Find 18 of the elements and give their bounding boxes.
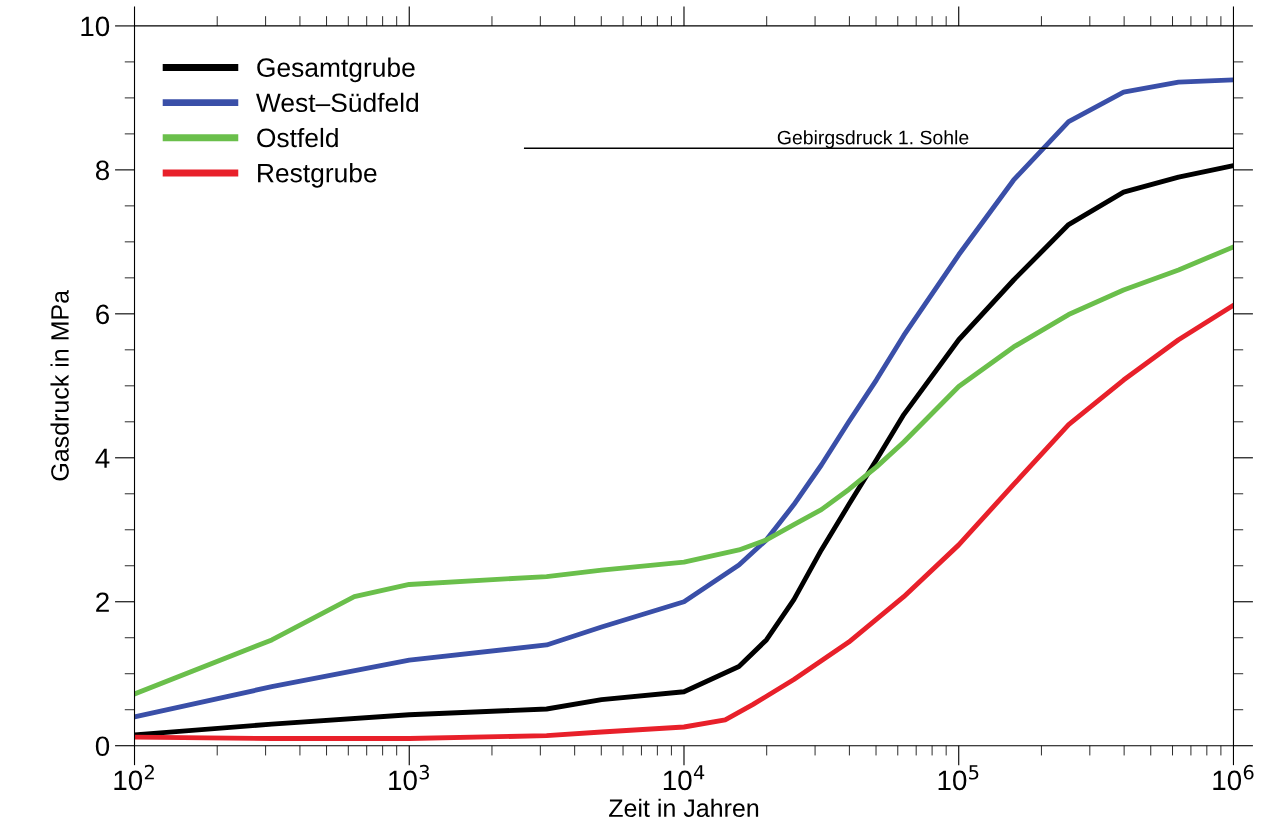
y-tick-label: 2 xyxy=(96,592,109,612)
x-tick-label: 10$^{2}$ xyxy=(114,764,154,791)
y-tick-label: 6 xyxy=(96,304,109,325)
x-tick-label: 10$^{5}$ xyxy=(938,765,979,791)
y-tick-label: 10 xyxy=(81,16,110,37)
y-tick-label: 4 xyxy=(95,448,110,468)
y-axis-title: Gasdruck in MPa xyxy=(50,289,69,481)
x-tick-label: 10$^{4}$ xyxy=(663,765,705,791)
x-tick-label: 10$^{6}$ xyxy=(1213,764,1254,791)
y-tick-label: 0 xyxy=(95,736,110,757)
x-tick-label: 10$^{3}$ xyxy=(389,764,430,791)
x-axis-title: Zeit in Jahren xyxy=(609,798,759,818)
ref-line-label: Gebirgsdruck 1. Sohle xyxy=(777,130,969,149)
legend-label: Restgrube xyxy=(258,163,377,188)
legend-label: West–Südfeld xyxy=(256,92,419,113)
legend-label: Ostfeld xyxy=(257,127,338,148)
y-tick-label: 8 xyxy=(95,160,109,181)
legend-label: Gesamtgrube xyxy=(257,57,415,83)
